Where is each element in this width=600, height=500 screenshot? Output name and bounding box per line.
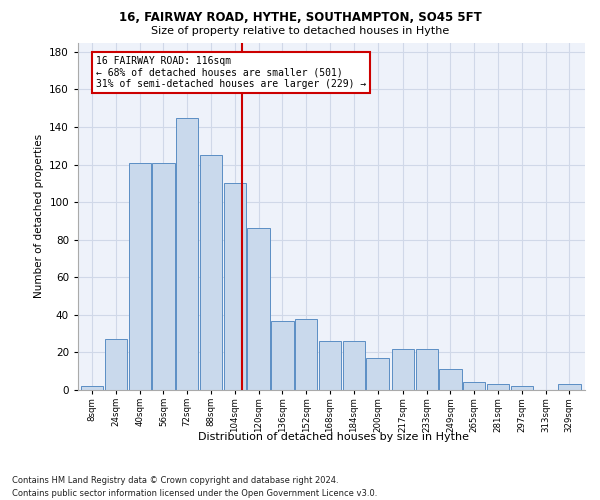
Bar	[343, 341, 365, 390]
Bar	[439, 370, 461, 390]
Y-axis label: Number of detached properties: Number of detached properties	[34, 134, 44, 298]
Bar	[200, 155, 222, 390]
Bar	[558, 384, 581, 390]
Bar	[487, 384, 509, 390]
Text: Contains HM Land Registry data © Crown copyright and database right 2024.: Contains HM Land Registry data © Crown c…	[12, 476, 338, 485]
Bar	[152, 162, 175, 390]
Text: Contains public sector information licensed under the Open Government Licence v3: Contains public sector information licen…	[12, 489, 377, 498]
Bar	[416, 348, 438, 390]
Bar	[128, 162, 151, 390]
Text: Size of property relative to detached houses in Hythe: Size of property relative to detached ho…	[151, 26, 449, 36]
Text: 16, FAIRWAY ROAD, HYTHE, SOUTHAMPTON, SO45 5FT: 16, FAIRWAY ROAD, HYTHE, SOUTHAMPTON, SO…	[119, 11, 481, 24]
Bar	[271, 320, 293, 390]
Text: Distribution of detached houses by size in Hythe: Distribution of detached houses by size …	[197, 432, 469, 442]
Bar	[367, 358, 389, 390]
Bar	[295, 318, 317, 390]
Bar	[176, 118, 199, 390]
Bar	[105, 340, 127, 390]
Bar	[463, 382, 485, 390]
Bar	[511, 386, 533, 390]
Bar	[319, 341, 341, 390]
Bar	[392, 348, 414, 390]
Text: 16 FAIRWAY ROAD: 116sqm
← 68% of detached houses are smaller (501)
31% of semi-d: 16 FAIRWAY ROAD: 116sqm ← 68% of detache…	[96, 56, 366, 89]
Bar	[81, 386, 103, 390]
Bar	[247, 228, 270, 390]
Bar	[224, 184, 246, 390]
